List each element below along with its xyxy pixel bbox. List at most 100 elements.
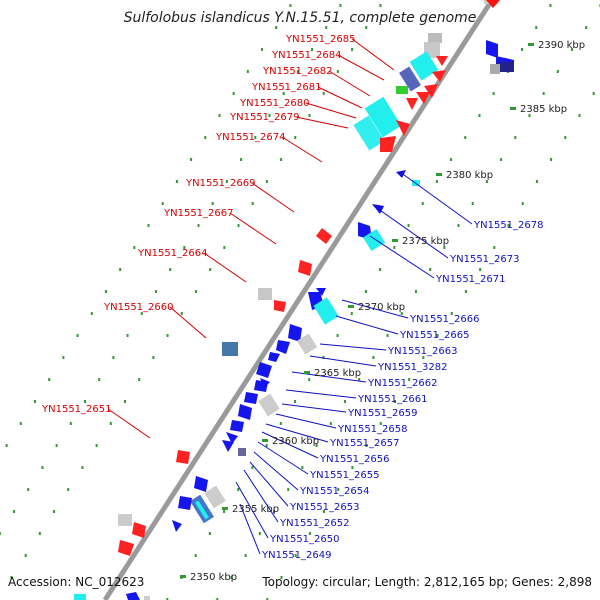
tick-dot — [24, 554, 27, 557]
gene-forward — [380, 136, 396, 152]
tick-dot — [339, 4, 342, 7]
leader-line — [337, 54, 385, 81]
reverse-gene-label: YN1551_2665 — [399, 330, 470, 341]
tick-dot — [244, 554, 247, 557]
tick-dot — [197, 224, 200, 227]
tick-dot — [443, 246, 446, 249]
tick-dot — [308, 378, 311, 381]
tick-dot — [55, 444, 58, 447]
tick-dot — [379, 268, 382, 271]
leader-line — [305, 102, 357, 119]
scale-tick — [528, 43, 534, 46]
scale-labels: 2390 kbp 2385 kbp 2380 kbp 2375 kbp 2370 kbp… — [180, 40, 585, 583]
reverse-gene-label: YN1551_2671 — [435, 274, 506, 285]
reverse-gene-label: YN1551_2650 — [269, 534, 340, 545]
forward-gene-label: YN1551_2681 — [251, 82, 322, 93]
tick-dot — [265, 444, 268, 447]
reverse-gene-labels: YN1551_2678 YN1551_2673 YN1551_2671 YN1551_… — [261, 220, 544, 561]
gene-reverse — [276, 340, 290, 354]
tick-dot — [194, 554, 197, 557]
forward-gene-label: YN1551_2682 — [262, 66, 333, 77]
tick-dot — [393, 246, 396, 249]
forward-gene-label: YN1551_2679 — [229, 112, 300, 123]
gene-reverse — [256, 362, 272, 378]
tick-dot — [133, 246, 136, 249]
tick-dot — [138, 378, 141, 381]
tick-dot — [450, 158, 453, 161]
gene-forward — [424, 84, 438, 98]
tick-dot — [275, 26, 278, 29]
tick-dot — [265, 180, 268, 183]
scale-label: 2350 kbp — [190, 572, 237, 583]
gene-cyan — [353, 115, 385, 151]
gene-reverse — [222, 440, 234, 452]
tick-dot — [10, 576, 13, 579]
tick-dot — [422, 356, 425, 359]
tick-dot — [337, 488, 340, 491]
gene-cyan — [409, 51, 439, 81]
tick-dot — [429, 268, 432, 271]
tick-dot — [464, 290, 467, 293]
gene-steel — [222, 342, 238, 356]
tick-dot — [408, 378, 411, 381]
gene-reverse — [396, 170, 406, 178]
genome-backbone — [102, 0, 495, 600]
leader-line — [399, 171, 473, 225]
gene-forward — [436, 56, 448, 66]
tick-dot — [500, 158, 503, 161]
accession-text: Accession: NC_012623 — [8, 575, 145, 589]
scale-tick — [436, 173, 442, 176]
reverse-gene-label: YN1551_2663 — [387, 346, 458, 357]
forward-gene-label: YN1551_2680 — [239, 98, 310, 109]
tick-dot — [190, 158, 193, 161]
reverse-gene-label: YN1551_2666 — [409, 314, 480, 325]
tick-dot — [81, 466, 84, 469]
gene-cyan — [195, 500, 209, 520]
tick-dot — [436, 334, 439, 337]
reverse-gene-label: YN1551_2662 — [367, 378, 438, 389]
tick-dot — [379, 4, 382, 7]
tick-dot — [126, 334, 129, 337]
tick-dot — [301, 466, 304, 469]
tick-dot — [386, 334, 389, 337]
tick-dot — [273, 510, 276, 513]
reverse-gene-label: YN1551_2658 — [337, 424, 408, 435]
gene-grey — [204, 485, 226, 509]
tick-dot — [246, 70, 249, 73]
scale-tick — [392, 239, 398, 242]
tick-dot — [308, 114, 311, 117]
tick-dot — [364, 290, 367, 293]
forward-gene-label: YN1551_2684 — [271, 50, 342, 61]
leader-line — [285, 389, 357, 399]
forward-gene-label: YN1551_2660 — [103, 302, 174, 313]
tick-dot — [279, 422, 282, 425]
tick-dot — [175, 180, 178, 183]
gene-grey — [490, 64, 500, 74]
tick-dot — [336, 334, 339, 337]
tick-dot — [41, 466, 44, 469]
scale-tick — [180, 575, 186, 578]
tick-dot — [322, 92, 325, 95]
tick-dot — [535, 26, 538, 29]
forward-gene-label: YN1551_2667 — [163, 208, 234, 219]
tick-dot — [351, 466, 354, 469]
leader-line — [235, 481, 269, 539]
tick-dot — [358, 378, 361, 381]
tick-dot — [289, 4, 292, 7]
reverse-gene-label: YN1551_2655 — [309, 470, 380, 481]
gene-navy — [238, 448, 246, 456]
tick-dot — [287, 488, 290, 491]
forward-gene-label: YN1551_2669 — [185, 178, 256, 189]
gene-reverse — [238, 404, 252, 420]
reverse-gene-label: YN1551_2661 — [357, 394, 428, 405]
gene-steel — [399, 66, 421, 92]
tick-dot — [225, 180, 228, 183]
gene-grey — [144, 596, 150, 600]
leader-line — [369, 235, 435, 279]
tick-dot — [209, 268, 212, 271]
tick-dot — [180, 312, 183, 315]
tick-dot — [296, 70, 299, 73]
leader-line — [328, 70, 371, 97]
tick-dot — [240, 158, 243, 161]
reverse-gene-label: YN1551_2656 — [319, 454, 390, 465]
